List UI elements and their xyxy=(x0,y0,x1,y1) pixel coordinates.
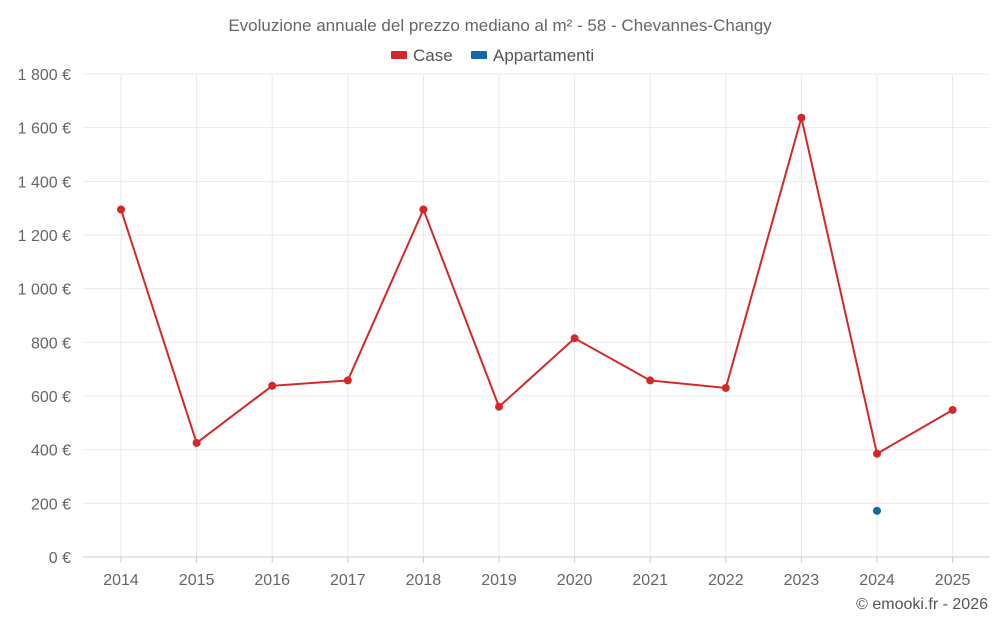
data-point-case[interactable] xyxy=(570,334,579,343)
chart-title: Evoluzione annuale del prezzo mediano al… xyxy=(228,16,772,35)
data-point-case[interactable] xyxy=(873,449,881,458)
legend-swatch xyxy=(471,51,487,59)
y-tick-label: 1 800 € xyxy=(18,67,71,84)
data-point-case[interactable] xyxy=(343,376,352,385)
x-tick-label: 2023 xyxy=(784,572,820,589)
x-tick-label: 2022 xyxy=(708,572,744,589)
data-point-case[interactable] xyxy=(797,113,806,122)
y-tick-label: 1 600 € xyxy=(18,121,71,138)
data-point-appartamenti[interactable] xyxy=(873,506,881,515)
series xyxy=(117,113,957,515)
x-tick-label: 2018 xyxy=(406,572,442,589)
x-tick-label: 2024 xyxy=(859,572,895,589)
data-point-case[interactable] xyxy=(419,205,428,214)
x-tick-label: 2021 xyxy=(632,572,668,589)
data-point-case[interactable] xyxy=(268,381,277,390)
y-tick-label: 600 € xyxy=(31,389,71,406)
grid xyxy=(83,73,990,558)
y-tick-label: 200 € xyxy=(31,496,71,513)
data-point-case[interactable] xyxy=(646,376,655,385)
legend-swatch xyxy=(391,51,407,59)
y-tick-label: 800 € xyxy=(31,335,71,352)
y-tick-label: 400 € xyxy=(31,443,71,460)
legend-item-case[interactable]: Case xyxy=(391,46,453,65)
y-tick-label: 0 € xyxy=(49,550,71,567)
legend-label: Case xyxy=(413,46,453,65)
x-tick-label: 2014 xyxy=(103,572,139,589)
x-tick-label: 2016 xyxy=(254,572,290,589)
x-tick-label: 2020 xyxy=(557,572,593,589)
y-tick-label: 1 000 € xyxy=(18,282,71,299)
x-tick-label: 2019 xyxy=(481,572,517,589)
data-point-case[interactable] xyxy=(721,383,730,392)
x-tick-label: 2025 xyxy=(935,572,971,589)
data-point-case[interactable] xyxy=(192,438,201,447)
data-point-case[interactable] xyxy=(117,205,125,214)
y-tick-label: 1 400 € xyxy=(18,174,71,191)
x-tick-label: 2017 xyxy=(330,572,366,589)
x-tick-label: 2015 xyxy=(179,572,215,589)
series-line-case xyxy=(120,117,954,456)
legend: Case Appartamenti xyxy=(391,46,594,65)
data-point-case[interactable] xyxy=(495,402,503,411)
legend-item-appartamenti[interactable]: Appartamenti xyxy=(471,46,594,65)
axes: 0 € 200 € 400 € 600 € 800 € 1 000 € 1 200 € 1 4… xyxy=(18,67,990,589)
credit-text: © emooki.fr - 2026 xyxy=(856,596,988,613)
legend-label: Appartamenti xyxy=(493,46,594,65)
y-tick-label: 1 200 € xyxy=(18,228,71,245)
data-point-case[interactable] xyxy=(948,405,957,414)
